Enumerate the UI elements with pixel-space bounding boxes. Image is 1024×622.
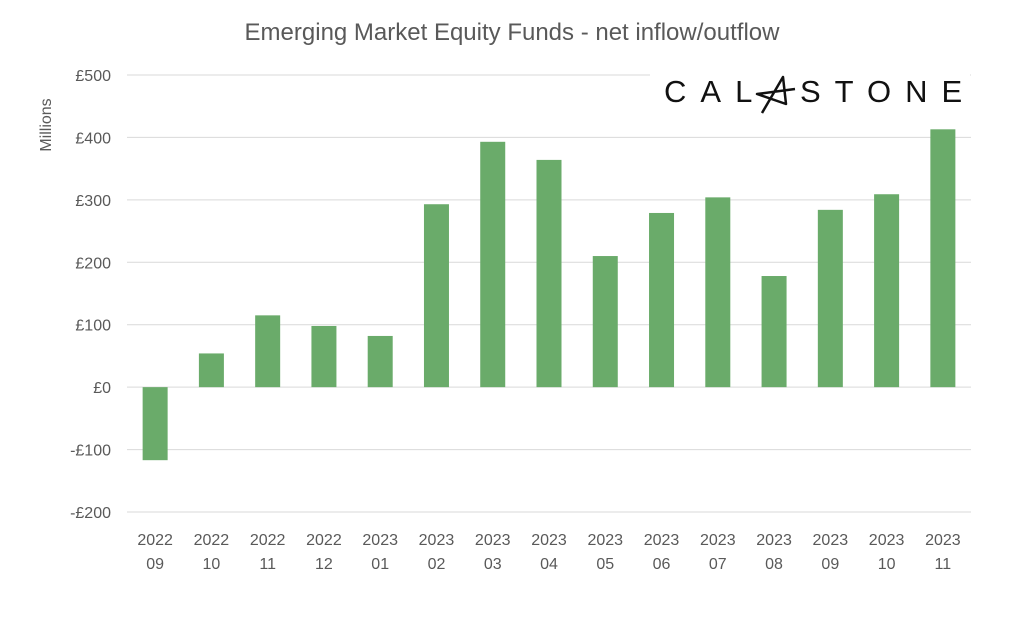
x-tick-label: 05 [596, 556, 614, 573]
x-tick-label: 2022 [137, 532, 173, 549]
y-tick-label: £200 [75, 255, 111, 272]
x-tick-label: 2023 [700, 532, 736, 549]
x-tick-label: 07 [709, 556, 727, 573]
x-tick-label: 09 [821, 556, 839, 573]
y-tick-label: £0 [93, 380, 111, 397]
x-tick-labels: 2022 09 2022 10 2022 11 2022 12 2023 01 2023 02 2023… [137, 532, 960, 573]
x-tick-label: 2022 [194, 532, 230, 549]
x-tick-label: 2023 [531, 532, 567, 549]
x-tick-label: 2023 [644, 532, 680, 549]
bar [536, 159, 562, 388]
y-tick-label: -£100 [70, 443, 111, 460]
x-tick-label: 11 [259, 556, 276, 573]
x-tick-label: 2023 [419, 532, 455, 549]
y-tick-label: £400 [75, 130, 111, 147]
x-tick-label: 09 [146, 556, 164, 573]
bar [930, 129, 956, 388]
x-tick-label: 2023 [925, 532, 961, 549]
x-tick-label: 2023 [756, 532, 792, 549]
logo-text-left: CAL [664, 74, 766, 109]
chart-title: Emerging Market Equity Funds - net inflo… [245, 19, 781, 46]
bar [761, 276, 787, 388]
y-tick-label: -£200 [70, 505, 111, 522]
x-tick-label: 08 [765, 556, 783, 573]
bar [198, 353, 224, 388]
x-tick-label: 12 [315, 556, 333, 573]
y-tick-labels: £500 £400 £300 £200 £100 £0 -£100 -£200 [70, 68, 111, 522]
bar [423, 204, 449, 388]
x-tick-label: 2022 [250, 532, 286, 549]
x-tick-label: 06 [653, 556, 671, 573]
x-tick-label: 2023 [587, 532, 623, 549]
x-tick-label: 10 [203, 556, 221, 573]
bar [817, 209, 843, 388]
bar [592, 256, 618, 388]
x-tick-label: 2023 [362, 532, 398, 549]
x-tick-label: 04 [540, 556, 558, 573]
y-tick-label: £300 [75, 193, 111, 210]
bars [142, 129, 956, 461]
x-tick-label: 2022 [306, 532, 342, 549]
bar [705, 197, 731, 388]
x-tick-label: 11 [935, 556, 952, 573]
x-tick-label: 2023 [475, 532, 511, 549]
bar [480, 141, 506, 388]
calastone-logo: CAL STONE [650, 70, 976, 114]
bar [649, 212, 675, 388]
bar [142, 387, 168, 461]
x-tick-label: 02 [428, 556, 446, 573]
bar [367, 335, 393, 388]
x-tick-label: 01 [371, 556, 389, 573]
y-axis-label: Millions [38, 98, 55, 151]
x-tick-label: 2023 [869, 532, 905, 549]
bar [255, 315, 281, 388]
logo-a-glyph [755, 75, 796, 114]
x-tick-label: 10 [878, 556, 896, 573]
y-tick-label: £500 [75, 68, 111, 85]
y-tick-label: £100 [75, 318, 111, 335]
x-tick-label: 2023 [813, 532, 849, 549]
bar [311, 325, 337, 388]
logo-text-right: STONE [800, 74, 976, 109]
x-tick-label: 03 [484, 556, 502, 573]
bar [874, 194, 900, 388]
